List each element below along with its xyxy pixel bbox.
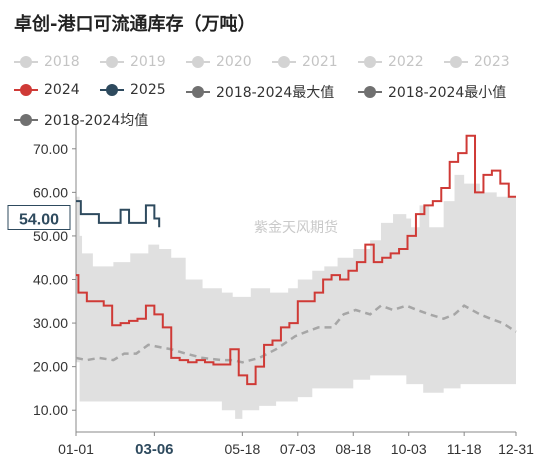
x-tick-label: 07-03: [280, 441, 316, 457]
legend-item-9[interactable]: 2018-2024最小值: [358, 82, 506, 102]
legend-item-8[interactable]: 2018-2024最大值: [186, 82, 334, 102]
y-tick-label: 60.00: [33, 184, 68, 200]
legend-label: 2018-2024均值: [44, 113, 149, 129]
legend-item-1[interactable]: 2019: [100, 54, 166, 70]
legend-label: 2020: [216, 54, 252, 70]
legend-item-4[interactable]: 2022: [358, 54, 424, 70]
legend-label: 2018-2024最大值: [216, 85, 335, 101]
y-tick-label: 30.00: [33, 315, 68, 331]
legend-swatch-icon: [100, 84, 124, 96]
x-tick-label: 05-18: [224, 441, 260, 457]
legend-label: 2018-2024最小值: [388, 85, 507, 101]
current-value-label: 54.00: [19, 212, 59, 229]
legend-swatch-icon: [14, 84, 38, 96]
legend-swatch-icon: [14, 56, 38, 68]
current-value-box: [7, 205, 71, 230]
x-tick-label: 11-18: [447, 441, 482, 457]
legend-label: 2022: [388, 54, 424, 70]
range-band: [76, 174, 516, 419]
legend-label: 2024: [44, 82, 80, 98]
legend-item-3[interactable]: 2021: [272, 54, 338, 70]
legend-swatch-icon: [186, 56, 210, 68]
legend-item-0[interactable]: 2018: [14, 54, 80, 70]
current-value-tag: 54.00: [7, 205, 71, 230]
legend-item-5[interactable]: 2023: [444, 54, 510, 70]
y-tick-label: 10.00: [33, 402, 68, 418]
legend-label: 2023: [474, 54, 510, 70]
x-tick-label: 10-03: [391, 441, 427, 457]
legend-swatch-icon: [444, 56, 468, 68]
x-tick-label: 01-01: [58, 441, 94, 457]
legend-item-6[interactable]: 2024: [14, 82, 80, 98]
series-mean-line: [75, 304, 517, 364]
y-tick-label: 40.00: [33, 272, 68, 288]
legend-label: 2019: [130, 54, 166, 70]
legend-label: 2018: [44, 54, 80, 70]
chart-title: 卓创-港口可流通库存（万吨）: [14, 14, 256, 35]
x-tick-label: 08-18: [335, 441, 371, 457]
legend-swatch-icon: [358, 56, 382, 68]
x-tick-label: 12-31: [498, 441, 534, 457]
legend-swatch-icon: [272, 56, 296, 68]
series-line-2024: [76, 134, 516, 386]
legend-item-7[interactable]: 2025: [100, 82, 166, 98]
y-tick-label: 20.00: [33, 359, 68, 375]
legend-swatch-icon: [14, 114, 38, 126]
legend-swatch-icon: [186, 86, 210, 98]
legend-item-10[interactable]: 2018-2024均值: [14, 110, 148, 130]
legend-label: 2021: [302, 54, 338, 70]
x-tick-label: 03-06: [135, 441, 173, 458]
y-tick-label: 50.00: [33, 228, 68, 244]
legend-label: 2025: [130, 82, 166, 98]
y-tick-label: 70.00: [33, 141, 68, 157]
legend-swatch-icon: [100, 56, 124, 68]
legend-swatch-icon: [358, 86, 382, 98]
series-line-2025: [76, 200, 161, 228]
legend-item-2[interactable]: 2020: [186, 54, 252, 70]
watermark: 紫金天风期货: [254, 219, 338, 236]
